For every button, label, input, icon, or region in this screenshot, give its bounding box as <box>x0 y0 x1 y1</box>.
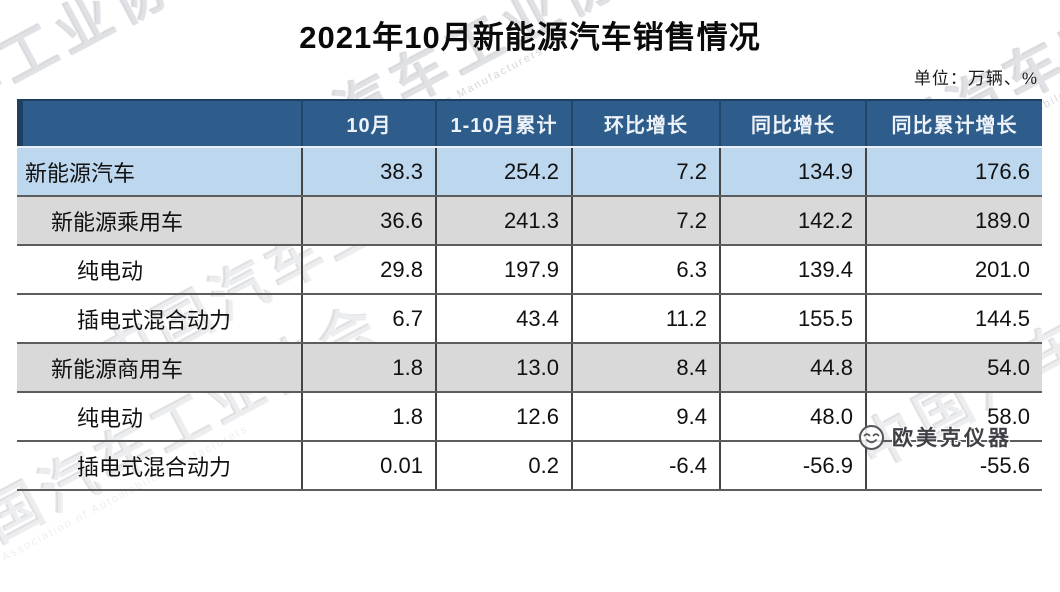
row-label: 插电式混合动力 <box>17 441 303 491</box>
table-body: 新能源汽车 38.3 254.2 7.2 134.9 176.6 新能源乘用车 36.6 241… <box>17 147 1042 491</box>
value-cell: 6.7 <box>302 294 437 344</box>
value-cell: 201.0 <box>866 245 1042 295</box>
value-cell: 155.5 <box>720 294 867 344</box>
value-cell: 134.9 <box>720 147 867 197</box>
value-cell: 29.8 <box>302 245 437 295</box>
value-cell: 254.2 <box>436 147 573 197</box>
column-header: 环比增长 <box>572 99 721 148</box>
table-row: 插电式混合动力 6.7 43.4 11.2 155.5 144.5 <box>17 294 1042 344</box>
row-label: 新能源商用车 <box>17 343 303 393</box>
value-cell: -56.9 <box>720 441 867 491</box>
table-row: 新能源商用车 1.8 13.0 8.4 44.8 54.0 <box>17 343 1042 393</box>
row-label: 插电式混合动力 <box>17 294 303 344</box>
value-cell: 1.8 <box>302 343 437 393</box>
value-cell: 11.2 <box>572 294 721 344</box>
value-cell: 9.4 <box>572 392 721 442</box>
page-title: 2021年10月新能源汽车销售情况 <box>299 20 761 55</box>
column-header: 同比增长 <box>720 99 867 148</box>
table-row: 纯电动 29.8 197.9 6.3 139.4 201.0 <box>17 245 1042 295</box>
value-cell: 58.0 <box>866 392 1042 442</box>
value-cell: 36.6 <box>302 196 437 246</box>
value-cell: 54.0 <box>866 343 1042 393</box>
value-cell: 197.9 <box>436 245 573 295</box>
value-cell: 7.2 <box>572 196 721 246</box>
row-label: 新能源汽车 <box>17 147 303 197</box>
table-row: 新能源乘用车 36.6 241.3 7.2 142.2 189.0 <box>17 196 1042 246</box>
value-cell: 8.4 <box>572 343 721 393</box>
value-cell: -55.6 <box>866 441 1042 491</box>
nev-sales-table: 10月 1-10月累计 环比增长 同比增长 同比累计增长 新能源汽车 38.3 254.2 7… <box>17 99 1042 491</box>
table-row: 纯电动 1.8 12.6 9.4 48.0 58.0 <box>17 392 1042 442</box>
row-label: 纯电动 <box>17 245 303 295</box>
row-label: 新能源乘用车 <box>17 196 303 246</box>
sales-table-container: 10月 1-10月累计 环比增长 同比增长 同比累计增长 新能源汽车 38.3 254.2 7… <box>17 99 1042 491</box>
value-cell: 44.8 <box>720 343 867 393</box>
value-cell: 38.3 <box>302 147 437 197</box>
value-cell: 241.3 <box>436 196 573 246</box>
value-cell: 176.6 <box>866 147 1042 197</box>
value-cell: 0.2 <box>436 441 573 491</box>
column-header: 同比累计增长 <box>866 99 1042 148</box>
value-cell: 48.0 <box>720 392 867 442</box>
value-cell: 7.2 <box>572 147 721 197</box>
column-header <box>17 99 303 148</box>
value-cell: 1.8 <box>302 392 437 442</box>
value-cell: 43.4 <box>436 294 573 344</box>
value-cell: 12.6 <box>436 392 573 442</box>
value-cell: -6.4 <box>572 441 721 491</box>
table-header-row: 10月 1-10月累计 环比增长 同比增长 同比累计增长 <box>17 99 1042 148</box>
row-label: 纯电动 <box>17 392 303 442</box>
value-cell: 0.01 <box>302 441 437 491</box>
value-cell: 189.0 <box>866 196 1042 246</box>
unit-note: 单位：万辆、% <box>913 69 1038 88</box>
table-row: 新能源汽车 38.3 254.2 7.2 134.9 176.6 <box>17 147 1042 197</box>
value-cell: 6.3 <box>572 245 721 295</box>
column-header: 1-10月累计 <box>436 99 573 148</box>
table-row: 插电式混合动力 0.01 0.2 -6.4 -56.9 -55.6 <box>17 441 1042 491</box>
value-cell: 144.5 <box>866 294 1042 344</box>
value-cell: 139.4 <box>720 245 867 295</box>
column-header: 10月 <box>302 99 437 148</box>
value-cell: 142.2 <box>720 196 867 246</box>
value-cell: 13.0 <box>436 343 573 393</box>
table-header: 10月 1-10月累计 环比增长 同比增长 同比累计增长 <box>17 99 1042 148</box>
